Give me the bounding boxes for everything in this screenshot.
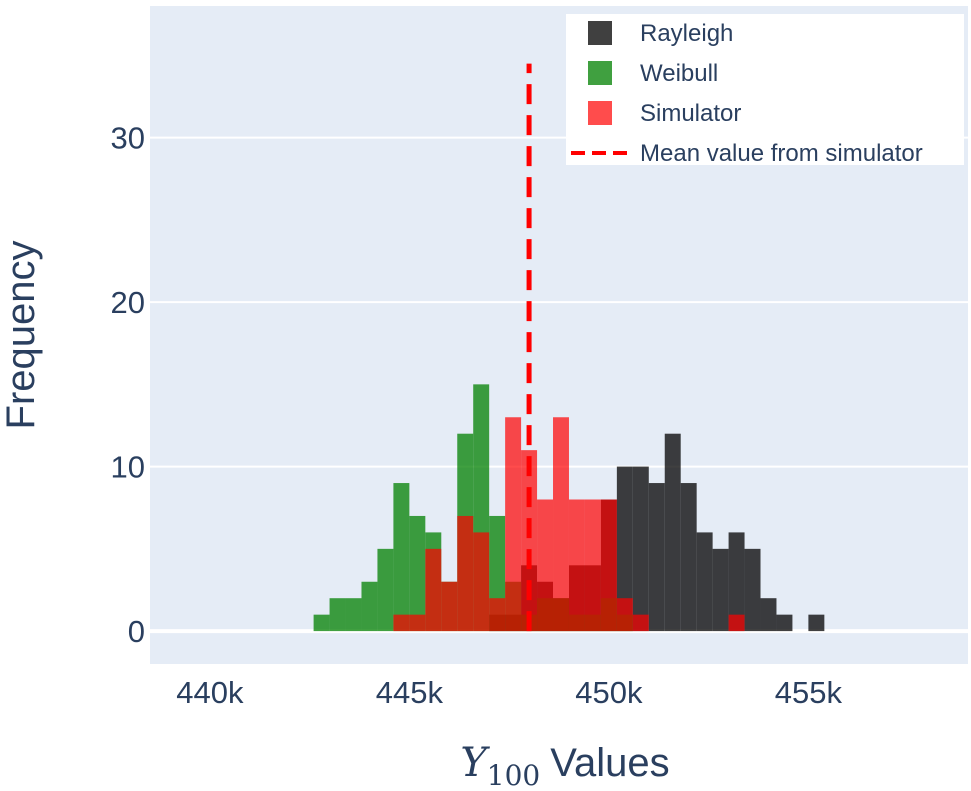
y-tick-label: 10 xyxy=(111,450,145,485)
weibull-legend-label: Weibull xyxy=(640,60,718,87)
y-axis-title: Frequency xyxy=(0,241,43,430)
weibull-bar xyxy=(393,483,410,632)
rayleigh-bar xyxy=(616,466,633,632)
y-tick-label: 30 xyxy=(111,121,145,156)
rayleigh-bar xyxy=(744,548,761,632)
simulator-bar xyxy=(600,499,617,632)
legend-box xyxy=(566,14,964,165)
simulator-bar xyxy=(568,499,585,632)
weibull-bar xyxy=(313,614,330,632)
y-axis-ticks: 0 10 20 30 xyxy=(111,121,145,649)
x-axis-ticks: 440k 445k 450k 455k xyxy=(176,675,842,710)
simulator-bar xyxy=(584,499,601,632)
x-tick-label: 445k xyxy=(376,675,444,710)
rayleigh-bar xyxy=(712,548,729,632)
rayleigh-bar xyxy=(680,483,697,632)
weibull-legend-swatch xyxy=(588,61,612,85)
weibull-bar xyxy=(361,581,378,632)
rayleigh-legend-swatch xyxy=(588,21,612,45)
weibull-bar xyxy=(329,598,346,632)
x-tick-label: 455k xyxy=(775,675,843,710)
y-tick-label: 20 xyxy=(111,285,145,320)
x-axis-title-symbol: Y xyxy=(460,740,490,786)
simulator-bar xyxy=(489,598,506,632)
y-tick-label: 0 xyxy=(128,614,145,649)
simulator-legend-swatch xyxy=(588,101,612,125)
simulator-bar xyxy=(393,614,410,632)
rayleigh-bar xyxy=(808,614,825,632)
rayleigh-legend-label: Rayleigh xyxy=(640,20,733,47)
rayleigh-bar xyxy=(696,532,713,632)
simulator-bar xyxy=(473,532,490,632)
x-axis-title-text: Values xyxy=(550,741,669,785)
rayleigh-bar xyxy=(632,466,649,632)
simulator-bar xyxy=(616,598,633,632)
rayleigh-bar xyxy=(648,483,665,632)
rayleigh-bar xyxy=(728,532,745,632)
simulator-bar xyxy=(441,581,458,632)
simulator-bar xyxy=(553,417,569,632)
x-axis-title: Y100 Values xyxy=(460,740,669,791)
simulator-bar xyxy=(425,548,442,632)
simulator-bar xyxy=(728,614,745,632)
rayleigh-bar xyxy=(760,598,777,632)
legend-items: Rayleigh Weibull Simulator Mean value from … xyxy=(571,20,923,167)
simulator-bar xyxy=(537,499,554,632)
simulator-bar xyxy=(409,614,426,632)
simulator-bar xyxy=(457,515,474,632)
simulator-bar xyxy=(632,614,649,632)
histogram-bars xyxy=(313,384,825,632)
weibull-bar xyxy=(377,548,394,632)
weibull-bar xyxy=(345,598,362,632)
rayleigh-bar xyxy=(664,433,681,632)
rayleigh-bar xyxy=(776,614,793,632)
simulator-bar xyxy=(505,417,522,632)
weibull-bar xyxy=(409,515,426,632)
x-axis-title-subscript: 100 xyxy=(487,759,540,791)
mean-value-from-simulator-legend-label: Mean value from simulator xyxy=(640,140,923,167)
legend: Rayleigh Weibull Simulator Mean value from … xyxy=(566,14,964,167)
simulator-bar xyxy=(521,450,538,632)
simulator-legend-label: Simulator xyxy=(640,100,741,127)
x-tick-label: 440k xyxy=(176,675,244,710)
x-tick-label: 450k xyxy=(575,675,643,710)
